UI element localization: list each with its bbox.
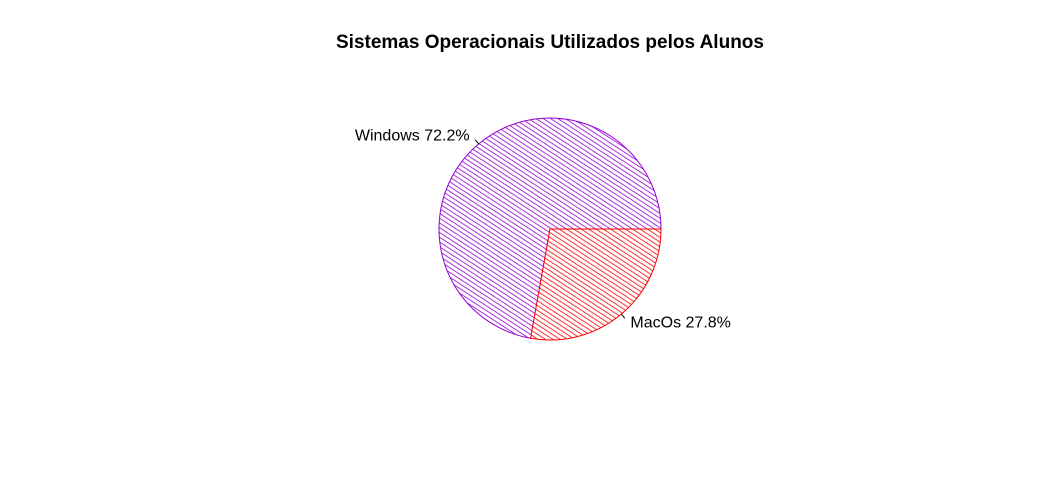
- chart-title: Sistemas Operacionais Utilizados pelos A…: [336, 32, 764, 53]
- pie-labels: Windows 72.2% MacOs 27.8%: [355, 127, 731, 331]
- pie-slice-macos: [529, 228, 662, 341]
- pie-label-windows: Windows 72.2%: [355, 127, 470, 144]
- pie-label-macos: MacOs 27.8%: [630, 315, 730, 332]
- pie-leader-macos: [620, 313, 626, 319]
- pie-leader-windows: [474, 139, 480, 145]
- pie-slices: [438, 117, 662, 341]
- pie-slice-windows: [438, 117, 662, 339]
